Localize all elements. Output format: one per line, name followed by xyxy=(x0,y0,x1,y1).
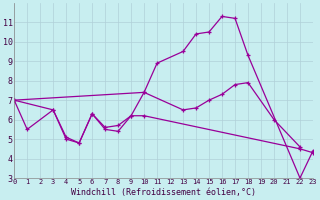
X-axis label: Windchill (Refroidissement éolien,°C): Windchill (Refroidissement éolien,°C) xyxy=(71,188,256,197)
